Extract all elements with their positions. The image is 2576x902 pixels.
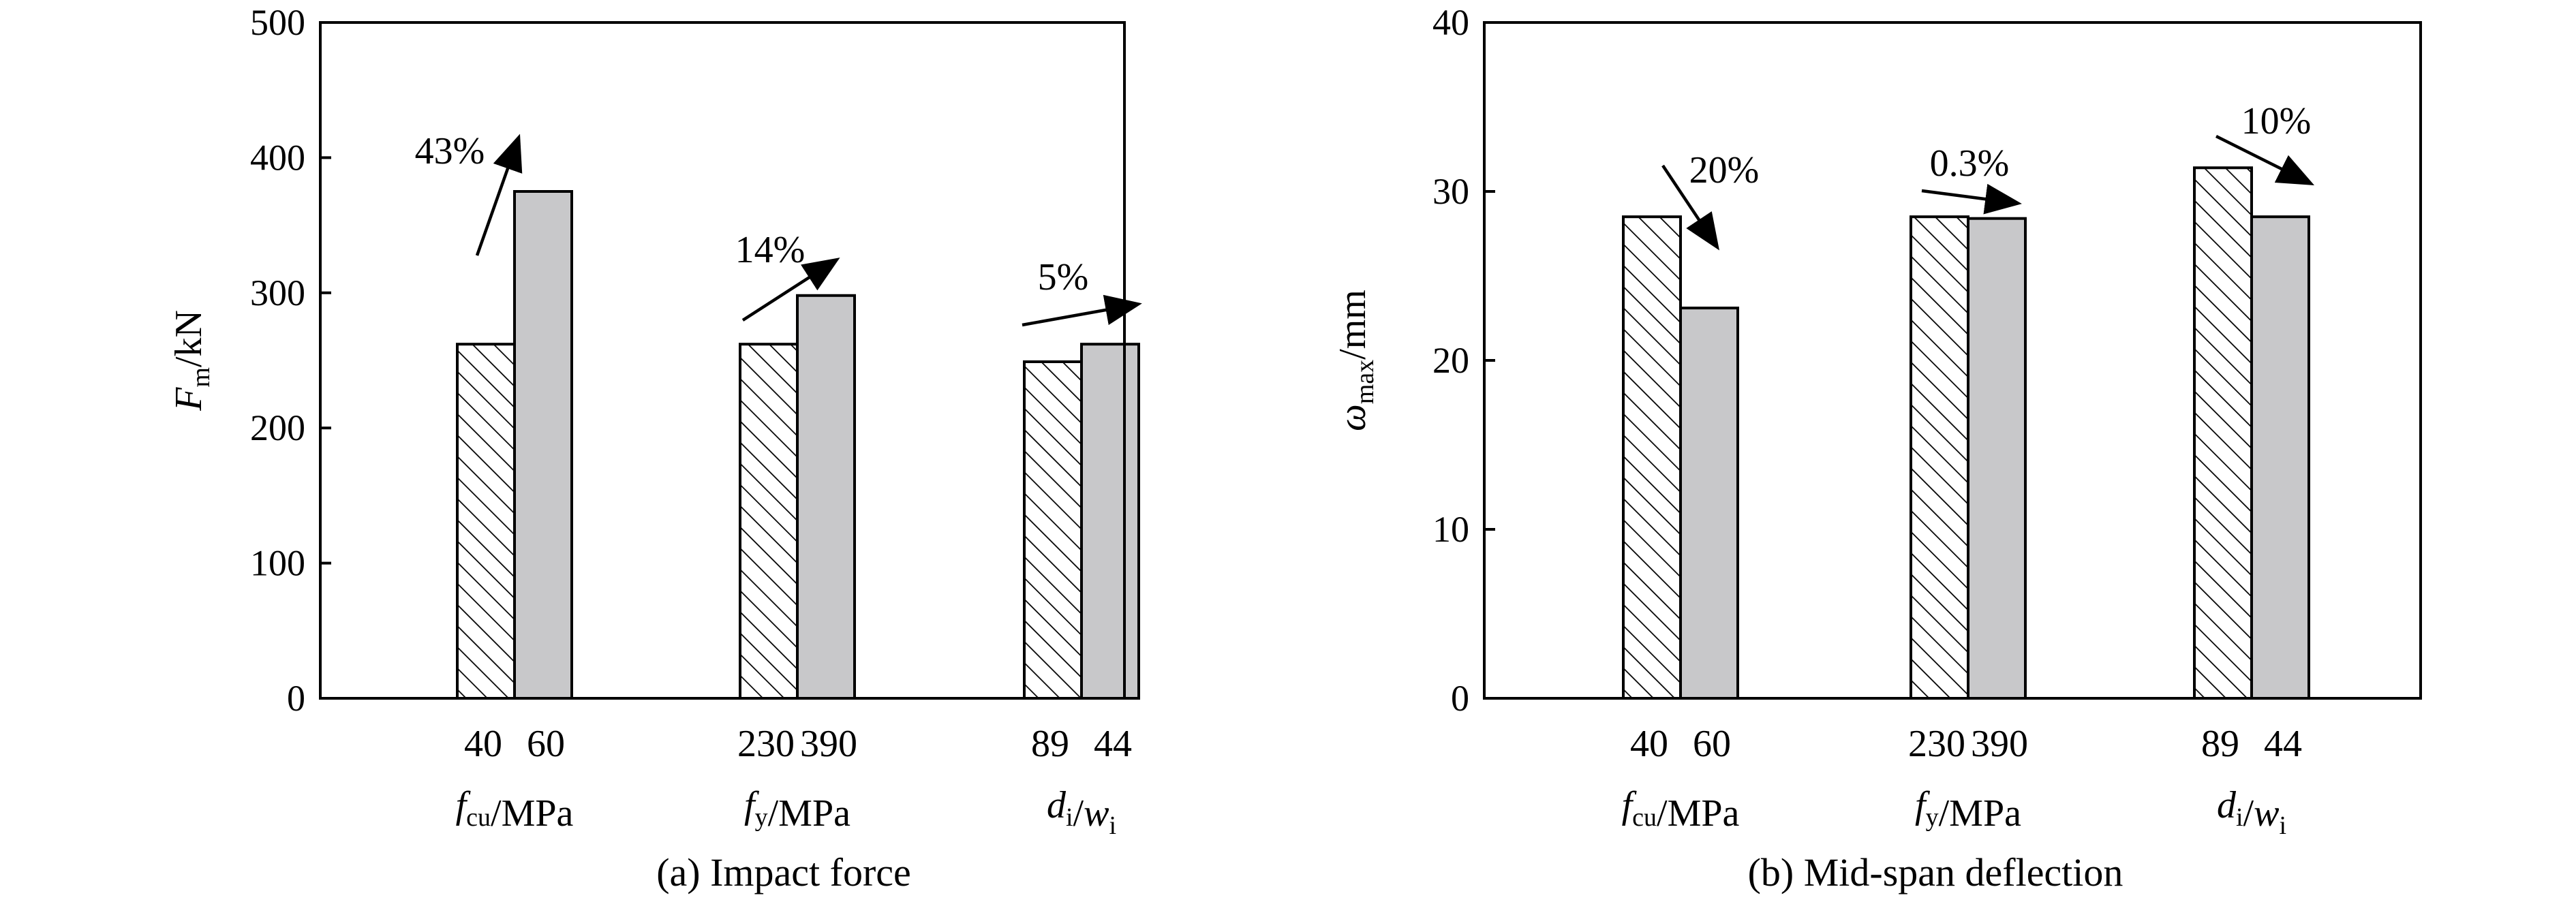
bar-hatched [1622,215,1682,700]
category-label: 89 [1031,723,1069,765]
plot-frame [319,21,1126,700]
panel-b: 40 60 fcu/MPa 20% 230 390 fy/MPa 0.3% 89 44 di/wi 1… [1332,2,2422,895]
bar-hatched [1023,360,1083,700]
category-label: 230 [737,723,795,765]
trend-arrow [475,134,523,256]
category-label: 390 [1971,723,2028,765]
bar-gray [1679,307,1739,700]
category-label: 390 [800,723,857,765]
category-label: 44 [2264,723,2302,765]
y-axis-label: ωmax/mm [1332,290,1379,431]
y-tick-label: 200 [250,407,305,448]
category-label: 60 [527,723,565,765]
trend-arrow [1921,183,2022,215]
bar-gray [1967,217,2027,700]
group-label: fy/MPa [1915,784,2021,835]
category-label: 40 [1630,723,1668,765]
bar-gray [1080,343,1140,700]
trend-arrow [1661,164,1719,251]
y-tick-label: 500 [250,2,305,43]
y-tick-label: 40 [1432,2,1469,43]
bar-hatched [2193,166,2253,700]
group-label: fcu/MPa [456,784,574,835]
annotation-label: 5% [1038,256,1089,298]
y-tick-label: 20 [1432,340,1469,381]
category-label: 40 [464,723,502,765]
bar-gray [796,294,856,700]
trend-arrow [1022,294,1142,327]
panel-caption: (b) Mid-span deflection [1748,850,2123,895]
y-tick-label: 30 [1432,171,1469,212]
category-label: 60 [1693,723,1731,765]
y-tick-label: 0 [1451,678,1469,719]
bar-hatched [456,343,516,700]
bar-hatched [1910,215,1969,700]
annotation-label: 43% [415,130,485,172]
category-label: 44 [1094,723,1132,765]
category-label: 230 [1908,723,1965,765]
bar-gray [2250,215,2310,700]
y-tick-label: 300 [250,273,305,313]
bar-hatched [739,343,799,700]
bar-gray [513,190,573,700]
annotation-label: 20% [1689,149,1760,191]
annotation-label: 0.3% [1930,142,2010,185]
group-label: di/wi [2217,784,2286,840]
group-label: fy/MPa [744,784,850,835]
y-axis-label: Fm/kN [168,310,215,411]
trend-arrow [2215,134,2315,186]
annotation-label: 10% [2241,100,2312,142]
panel-a: 40 60 fcu/MPa 43% 230 390 fy/MPa 14% 89 44 di/wi 5%… [168,2,1142,895]
group-label: fcu/MPa [1622,784,1740,835]
group-label: di/wi [1047,784,1116,840]
y-tick-label: 100 [250,543,305,584]
y-tick-label: 0 [287,678,305,719]
annotation-label: 14% [735,229,806,271]
y-tick-label: 10 [1432,509,1469,550]
trend-arrow [741,258,840,322]
panel-caption: (a) Impact force [656,850,911,895]
category-label: 89 [2201,723,2239,765]
y-tick-label: 400 [250,137,305,178]
